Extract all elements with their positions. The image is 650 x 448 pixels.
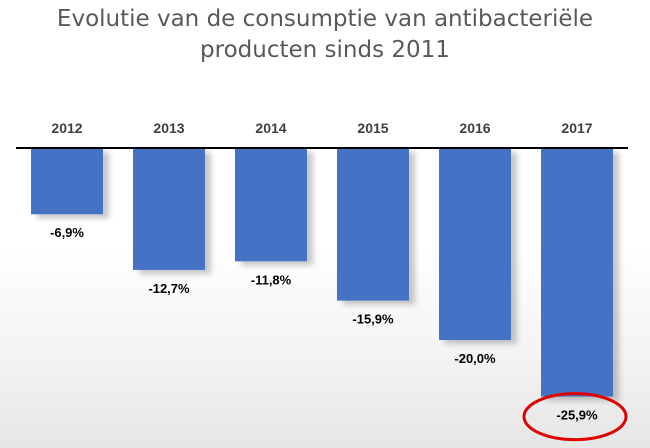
tick-label-2017: 2017 <box>561 120 592 136</box>
data-label-2012: -6,9% <box>50 225 84 240</box>
chart-title-line-1: Evolutie van de consumptie van antibacte… <box>56 6 594 32</box>
data-label-2017: -25,9% <box>556 408 598 423</box>
bar-2012 <box>31 148 103 215</box>
data-label-2016: -20,0% <box>454 351 496 366</box>
bar-2016 <box>439 148 511 340</box>
bar-2014 <box>235 148 307 262</box>
data-label-2014: -11,8% <box>251 272 292 287</box>
chart-title-line-2: producten sinds 2011 <box>200 37 450 63</box>
tick-label-2015: 2015 <box>357 120 388 136</box>
tick-label-2013: 2013 <box>153 120 184 136</box>
bar-2013 <box>133 148 205 270</box>
tick-label-2014: 2014 <box>255 120 286 136</box>
tick-label-2012: 2012 <box>51 120 82 136</box>
chart-title: Evolutie van de consumptie van antibacte… <box>0 4 650 66</box>
data-label-2015: -15,9% <box>352 312 394 327</box>
bar-2015 <box>337 148 409 301</box>
tick-label-2016: 2016 <box>459 120 490 136</box>
bar-2017 <box>541 148 613 397</box>
data-label-2013: -12,7% <box>148 281 190 296</box>
highlight-ellipse-2017 <box>522 392 628 442</box>
